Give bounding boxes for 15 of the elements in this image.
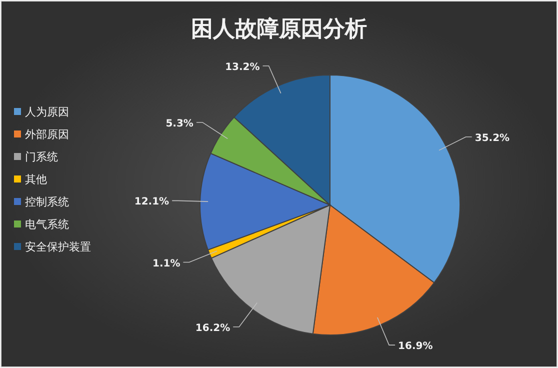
data-label: 5.3% bbox=[166, 118, 194, 130]
data-label: 35.2% bbox=[474, 132, 510, 144]
legend-label: 安全保护装置 bbox=[25, 240, 91, 254]
legend-label: 其他 bbox=[25, 173, 47, 186]
data-label: 13.2% bbox=[225, 62, 260, 73]
legend-label: 控制系统 bbox=[25, 196, 69, 208]
legend-label: 电气系统 bbox=[25, 218, 69, 231]
data-label: 16.2% bbox=[195, 322, 230, 334]
data-label: 1.1% bbox=[152, 258, 180, 270]
data-label: 16.9% bbox=[398, 341, 433, 352]
chart-title: 困人故障原因分析 bbox=[191, 16, 367, 42]
data-label: 12.1% bbox=[134, 196, 170, 208]
legend-label: 门系统 bbox=[25, 150, 58, 164]
legend-label: 外部原因 bbox=[25, 128, 69, 141]
legend-label: 人为原因 bbox=[25, 106, 69, 118]
